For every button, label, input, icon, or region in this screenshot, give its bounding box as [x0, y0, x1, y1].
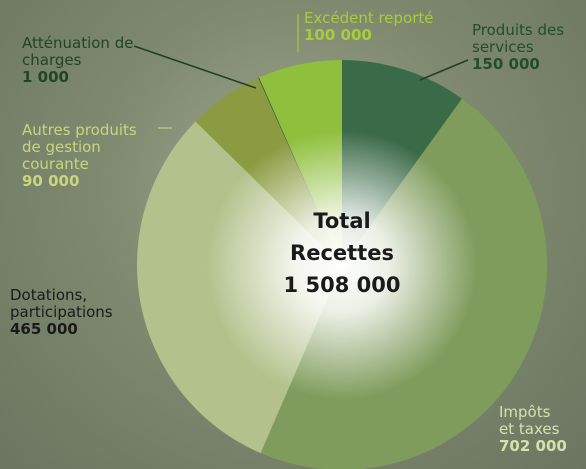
category-label: Produits des services [472, 21, 564, 56]
value-label: 1 000 [22, 69, 142, 86]
value-label: 702 000 [499, 438, 569, 455]
page: Total Recettes 1 508 000 (() => { const … [0, 0, 586, 469]
center-title: Recettes [262, 237, 422, 269]
value-label: 465 000 [10, 321, 160, 338]
leader-line [420, 60, 468, 80]
category-label: Impôts et taxes [499, 403, 559, 438]
value-label: 150 000 [472, 56, 586, 73]
total: 1 508 000 [262, 269, 422, 301]
center-title: Total [262, 205, 422, 237]
center-label: Total Recettes 1 508 000 [262, 205, 422, 301]
value-label: 100 000 [304, 27, 464, 44]
category-label: Dotations, participations [10, 286, 113, 321]
leader-line [134, 46, 256, 88]
category-label: Autres produits de gestion courante [22, 121, 137, 173]
category-label: Atténuation de charges [22, 34, 133, 69]
value-label: 90 000 [22, 173, 157, 190]
category-label: Excédent reporté [304, 9, 434, 27]
